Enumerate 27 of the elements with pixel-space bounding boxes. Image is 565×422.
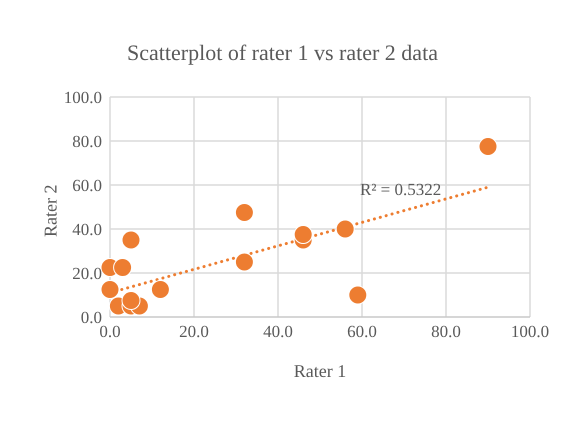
point [113, 258, 132, 277]
y-tick-label: 40.0 [72, 220, 102, 240]
point [122, 291, 140, 310]
y-tick-label: 0.0 [80, 308, 102, 328]
point [234, 252, 254, 272]
x-tick-label: 100.0 [510, 322, 550, 342]
point [234, 203, 254, 222]
point [294, 225, 313, 244]
y-tick-label: 60.0 [72, 176, 102, 196]
x-tick-label: 60.0 [347, 322, 377, 342]
x-tick-label: 0.0 [99, 322, 121, 342]
point [150, 280, 170, 299]
x-tick-label: 20.0 [179, 322, 209, 342]
y-tick-label: 100.0 [64, 88, 102, 108]
y-tick-label: 80.0 [72, 132, 102, 152]
x-tick-label: 40.0 [263, 322, 293, 342]
chart-title: Scatterplot of rater 1 vs rater 2 data [126, 40, 439, 66]
point [122, 230, 140, 250]
x-tick-label: 80.0 [431, 322, 461, 342]
y-tick-label: 20.0 [72, 264, 102, 284]
annotation: R² = 0.5322 [360, 180, 442, 200]
point [336, 220, 355, 238]
y-axis-title: Rater 2 [40, 184, 60, 237]
point [100, 280, 120, 299]
point [348, 286, 368, 304]
x-axis-title: Rater 1 [294, 361, 346, 381]
point [478, 137, 498, 156]
